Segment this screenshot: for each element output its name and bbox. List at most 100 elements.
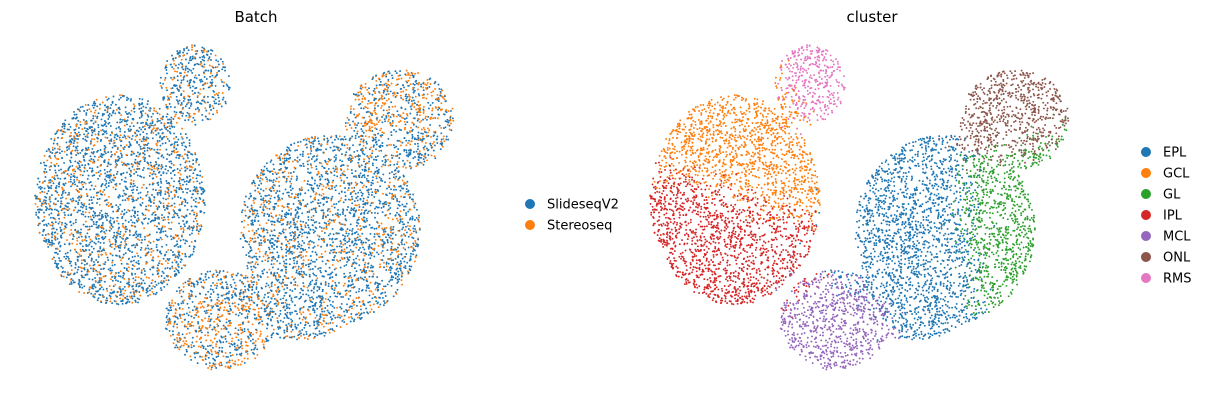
stereoseq-point	[146, 234, 149, 237]
slideseqv2-point	[399, 260, 402, 263]
stereoseq-point	[249, 303, 252, 306]
stereoseq-point	[239, 323, 242, 326]
stereoseq-point	[99, 164, 102, 167]
stereoseq-point	[417, 138, 420, 141]
slideseqv2-point	[307, 171, 310, 174]
slideseqv2-point	[121, 217, 123, 220]
slideseqv2-point	[178, 313, 181, 316]
stereoseq-point	[163, 225, 166, 228]
stereoseq-point	[409, 143, 412, 146]
slideseqv2-point	[182, 157, 185, 160]
slideseqv2-point	[173, 174, 176, 176]
stereoseq-point	[63, 150, 66, 153]
stereoseq-point	[102, 275, 105, 278]
slideseqv2-point	[423, 145, 426, 148]
slideseqv2-point	[252, 265, 255, 268]
slideseqv2-point	[191, 89, 194, 92]
slideseqv2-point	[372, 158, 375, 161]
stereoseq-point	[385, 73, 388, 76]
stereoseq-point	[237, 358, 240, 361]
stereoseq-point	[50, 161, 53, 164]
slideseqv2-point	[157, 282, 160, 285]
slideseqv2-point	[171, 54, 173, 57]
stereoseq-point	[53, 174, 56, 177]
stereoseq-point	[83, 167, 86, 170]
slideseqv2-point	[246, 315, 249, 318]
slideseqv2-point	[240, 211, 243, 214]
slideseqv2-point	[94, 102, 97, 105]
slideseqv2-point	[271, 324, 273, 327]
stereoseq-point	[418, 114, 421, 117]
slideseqv2-point	[78, 188, 81, 190]
slideseqv2-point	[124, 219, 127, 222]
stereoseq-point	[84, 123, 87, 126]
slideseqv2-point	[373, 233, 376, 236]
slideseqv2-point	[104, 261, 107, 264]
slideseqv2-point	[190, 232, 193, 235]
slideseqv2-point	[155, 284, 158, 286]
stereoseq-point	[285, 277, 288, 280]
slideseqv2-point	[77, 138, 79, 140]
slideseqv2-point	[65, 257, 67, 260]
slideseqv2-point	[339, 148, 342, 150]
slideseqv2-point	[365, 111, 368, 114]
stereoseq-point	[406, 159, 409, 162]
slideseqv2-point	[61, 150, 63, 153]
slideseqv2-point	[206, 270, 209, 273]
slideseqv2-point	[202, 279, 205, 282]
stereoseq-point	[80, 250, 83, 253]
slideseqv2-point	[117, 222, 120, 225]
stereoseq-point	[296, 220, 299, 223]
slideseqv2-point	[182, 191, 184, 193]
slideseqv2-point	[371, 176, 374, 179]
slideseqv2-point	[306, 211, 309, 213]
slideseqv2-point	[340, 179, 343, 182]
slideseqv2-point	[144, 273, 146, 276]
slideseqv2-point	[131, 191, 134, 194]
stereoseq-point	[188, 292, 191, 295]
stereoseq-point	[418, 107, 421, 109]
stereoseq-point	[178, 203, 181, 206]
slideseqv2-point	[204, 275, 207, 278]
stereoseq-point	[323, 227, 325, 230]
slideseqv2-point	[155, 291, 158, 294]
stereoseq-point	[87, 228, 90, 231]
stereoseq-point	[318, 256, 321, 259]
stereoseq-point	[344, 125, 347, 128]
slideseqv2-point	[334, 189, 337, 192]
slideseqv2-point	[139, 248, 142, 251]
slideseqv2-point	[178, 182, 181, 185]
slideseqv2-point	[360, 191, 363, 194]
slideseqv2-point	[284, 236, 287, 239]
slideseqv2-point	[287, 322, 290, 325]
slideseqv2-point	[129, 144, 132, 147]
slideseqv2-point	[92, 106, 95, 109]
slideseqv2-point	[333, 306, 336, 309]
slideseqv2-point	[200, 331, 203, 334]
slideseqv2-point	[315, 274, 318, 277]
slideseqv2-point	[379, 185, 382, 188]
slideseqv2-point	[87, 256, 90, 258]
slideseqv2-point	[348, 244, 351, 247]
stereoseq-point	[440, 102, 443, 105]
stereoseq-point	[168, 125, 171, 128]
slideseqv2-point	[289, 288, 292, 291]
stereoseq-point	[266, 229, 269, 232]
slideseqv2-point	[91, 207, 94, 210]
stereoseq-point	[189, 355, 192, 358]
slideseqv2-point	[285, 180, 288, 183]
slideseqv2-point	[76, 161, 79, 164]
slideseqv2-point	[58, 152, 61, 155]
slideseqv2-point	[158, 217, 161, 220]
slideseqv2-point	[345, 232, 348, 235]
stereoseq-point	[357, 216, 360, 219]
slideseqv2-point	[272, 332, 275, 335]
stereoseq-point	[366, 199, 369, 202]
slideseqv2-point	[404, 108, 407, 111]
stereoseq-point	[89, 238, 92, 241]
slideseqv2-point	[265, 300, 268, 303]
slideseqv2-point	[97, 112, 100, 115]
slideseqv2-point	[119, 121, 121, 124]
slideseqv2-point	[376, 155, 379, 158]
slideseqv2-point	[312, 219, 315, 222]
